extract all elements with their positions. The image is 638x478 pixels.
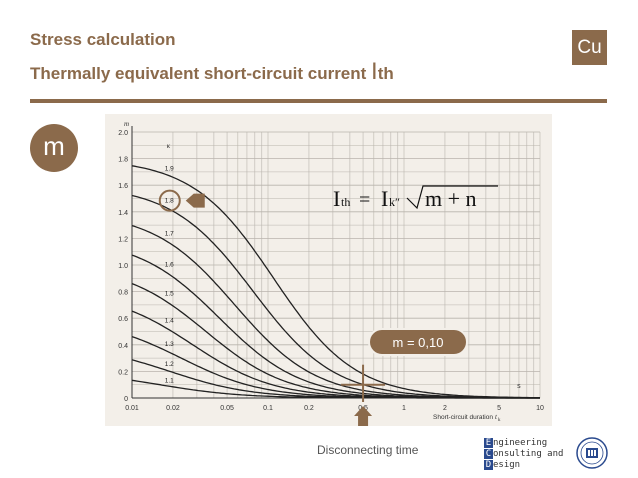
- series-label: 1.9: [165, 165, 174, 172]
- chart-svg: 0 0.2 0.4 0.6 0.8 1.0 1.2 1.4 1.6 1.8 2.0 m 0.01 0.02…: [118, 120, 544, 426]
- m-value-callout: m = 0,10: [368, 328, 468, 356]
- y-tick-label: 1.6: [118, 183, 128, 190]
- x-tick-label: 5: [497, 405, 501, 412]
- kappa-symbol: κ: [167, 142, 171, 150]
- series-label: 1.1: [165, 378, 174, 385]
- x-axis-symbol-sub: k: [498, 418, 501, 423]
- formula-equals: =: [359, 189, 370, 211]
- series-label: 1.7: [165, 230, 174, 237]
- x-axis-unit: s: [517, 383, 521, 390]
- series-curve-1-7: [131, 224, 540, 399]
- m-factor-chart: 0 0.2 0.4 0.6 0.8 1.0 1.2 1.4 1.6 1.8 2.0 m 0.01 0.02…: [105, 114, 552, 426]
- x-tick-label: 0.02: [166, 405, 180, 412]
- title-divider: [30, 99, 607, 103]
- disconnecting-time-caption: Disconnecting time: [317, 443, 419, 457]
- m-factor-badge: m: [30, 124, 78, 172]
- x-axis-label: Short-circuit duration: [433, 414, 493, 421]
- series-label: 1.8: [165, 198, 174, 205]
- x-tick-label: 0.01: [125, 405, 139, 412]
- y-tick-label: 0: [124, 396, 128, 403]
- slide-title-line1: Stress calculation: [30, 30, 176, 49]
- copper-badge: Cu: [572, 30, 607, 65]
- formula-lhs-sub: th: [341, 195, 350, 209]
- x-tick-label: 0.05: [220, 405, 234, 412]
- y-tick-label: 1.4: [118, 210, 128, 217]
- left-arrow-marker: [185, 193, 205, 208]
- title-symbol-th: th: [377, 64, 394, 83]
- formula-lhs: I: [333, 186, 340, 211]
- y-tick-label: 0.8: [118, 290, 128, 297]
- title-symbol-i: I: [371, 58, 378, 85]
- y-tick-label: 0.2: [118, 369, 128, 376]
- series-curve-1-1: [131, 379, 540, 399]
- formula-rhs-sub: k″: [389, 195, 400, 209]
- y-tick-label: 1.8: [118, 157, 128, 164]
- series-curve-1-8: [131, 194, 540, 399]
- x-tick-label: 0.2: [304, 405, 314, 412]
- series-label: 1.2: [165, 361, 174, 368]
- highlight-circle: [158, 189, 181, 212]
- y-tick-label: 0.4: [118, 343, 128, 350]
- x-axis-symbol: t: [495, 413, 498, 421]
- formula-rhs: I: [381, 186, 388, 211]
- series-curve-1-5: [131, 282, 540, 399]
- x-tick-label: 10: [536, 405, 544, 412]
- slide-title-line2: Thermally equivalent short-circuit curre…: [30, 58, 394, 85]
- series-label: 1.3: [165, 341, 174, 348]
- university-seal-icon: [576, 437, 608, 469]
- y-tick-label: 1.0: [118, 263, 128, 270]
- up-arrow-marker: [354, 406, 373, 426]
- y-tick-label: 1.2: [118, 236, 128, 243]
- series-curve-1-9: [131, 165, 541, 399]
- x-tick-label: 1: [402, 405, 406, 412]
- y-tick-label: 2.0: [118, 130, 128, 137]
- series-label: 1.6: [165, 261, 174, 268]
- formula-sqrt-sign: [406, 185, 498, 210]
- series-curve-1-6: [131, 254, 540, 399]
- series-label: 1.4: [165, 317, 174, 324]
- formula-radicand: m + n: [425, 186, 477, 211]
- x-tick-label: 2: [443, 405, 447, 412]
- y-tick-label: 0.6: [118, 316, 128, 323]
- y-axis-label: m: [124, 120, 129, 128]
- series-label: 1.5: [165, 290, 174, 297]
- x-tick-label: 0.1: [263, 405, 273, 412]
